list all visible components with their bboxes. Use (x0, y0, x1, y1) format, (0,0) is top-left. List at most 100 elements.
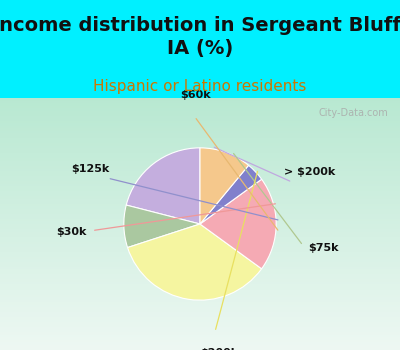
Bar (0, 184, 400, 186)
Text: $60k: $60k (180, 91, 210, 100)
Bar (0, 315, 400, 317)
Bar (0, 234, 400, 237)
Bar (0, 98, 400, 100)
Bar (0, 259, 400, 262)
Text: $30k: $30k (56, 226, 87, 237)
Bar (0, 141, 400, 144)
Bar (0, 307, 400, 310)
Wedge shape (200, 165, 262, 224)
Bar (0, 267, 400, 270)
Bar (0, 244, 400, 247)
Bar (0, 111, 400, 113)
Bar (0, 219, 400, 222)
Bar (0, 295, 400, 297)
Wedge shape (124, 205, 200, 247)
Bar (0, 310, 400, 312)
Bar (0, 272, 400, 274)
Bar (0, 194, 400, 196)
Bar (0, 148, 400, 151)
Bar (0, 204, 400, 206)
Bar (0, 274, 400, 277)
Bar (0, 103, 400, 106)
Wedge shape (126, 148, 200, 224)
Bar (0, 128, 400, 131)
Text: $75k: $75k (308, 243, 339, 253)
Bar (0, 345, 400, 348)
Bar (0, 247, 400, 249)
Bar (0, 287, 400, 289)
Bar (0, 136, 400, 138)
Bar (0, 116, 400, 118)
Wedge shape (200, 148, 248, 224)
Bar (0, 159, 400, 161)
Bar (0, 144, 400, 146)
Bar (0, 118, 400, 121)
Bar (0, 232, 400, 234)
Bar (0, 214, 400, 216)
Text: > $200k: > $200k (284, 167, 335, 177)
Bar (0, 317, 400, 320)
Bar (0, 222, 400, 224)
Bar (0, 297, 400, 300)
Bar (0, 186, 400, 189)
Bar (0, 289, 400, 292)
Bar (0, 237, 400, 239)
Bar (0, 133, 400, 136)
Bar (0, 226, 400, 229)
Bar (0, 262, 400, 264)
Bar (0, 201, 400, 204)
Bar (0, 209, 400, 211)
Bar (0, 340, 400, 342)
Bar (0, 325, 400, 327)
Bar (0, 169, 400, 171)
Bar (0, 216, 400, 219)
Bar (0, 302, 400, 304)
Bar (0, 348, 400, 350)
Bar (0, 156, 400, 159)
Bar (0, 189, 400, 191)
Bar (0, 106, 400, 108)
Bar (0, 121, 400, 123)
Bar (0, 320, 400, 322)
Bar (0, 174, 400, 176)
Bar (0, 270, 400, 272)
Bar (0, 229, 400, 232)
Bar (0, 337, 400, 340)
Bar (0, 176, 400, 178)
Bar (0, 108, 400, 111)
Bar (0, 252, 400, 254)
Text: Income distribution in Sergeant Bluff,
IA (%): Income distribution in Sergeant Bluff, I… (0, 16, 400, 58)
Bar (0, 153, 400, 156)
Bar (0, 292, 400, 295)
Bar (0, 304, 400, 307)
Bar (0, 126, 400, 128)
Bar (0, 322, 400, 325)
Bar (0, 161, 400, 163)
Bar (0, 178, 400, 181)
Bar (0, 254, 400, 257)
Bar (0, 277, 400, 279)
Bar (0, 249, 400, 252)
Bar (0, 335, 400, 337)
Text: $125k: $125k (71, 164, 110, 174)
Bar (0, 113, 400, 116)
Bar (0, 285, 400, 287)
Bar (0, 146, 400, 148)
Bar (0, 300, 400, 302)
Bar (0, 282, 400, 285)
Bar (0, 224, 400, 226)
Bar (0, 199, 400, 201)
Text: $200k: $200k (200, 348, 238, 350)
Bar (0, 191, 400, 194)
Text: Hispanic or Latino residents: Hispanic or Latino residents (93, 79, 307, 94)
Bar (0, 138, 400, 141)
Bar (0, 123, 400, 126)
Bar (0, 166, 400, 169)
Bar (0, 330, 400, 332)
Bar (0, 131, 400, 133)
Bar (0, 163, 400, 166)
Bar (0, 181, 400, 184)
Bar (0, 206, 400, 209)
Bar (0, 332, 400, 335)
Bar (0, 211, 400, 214)
